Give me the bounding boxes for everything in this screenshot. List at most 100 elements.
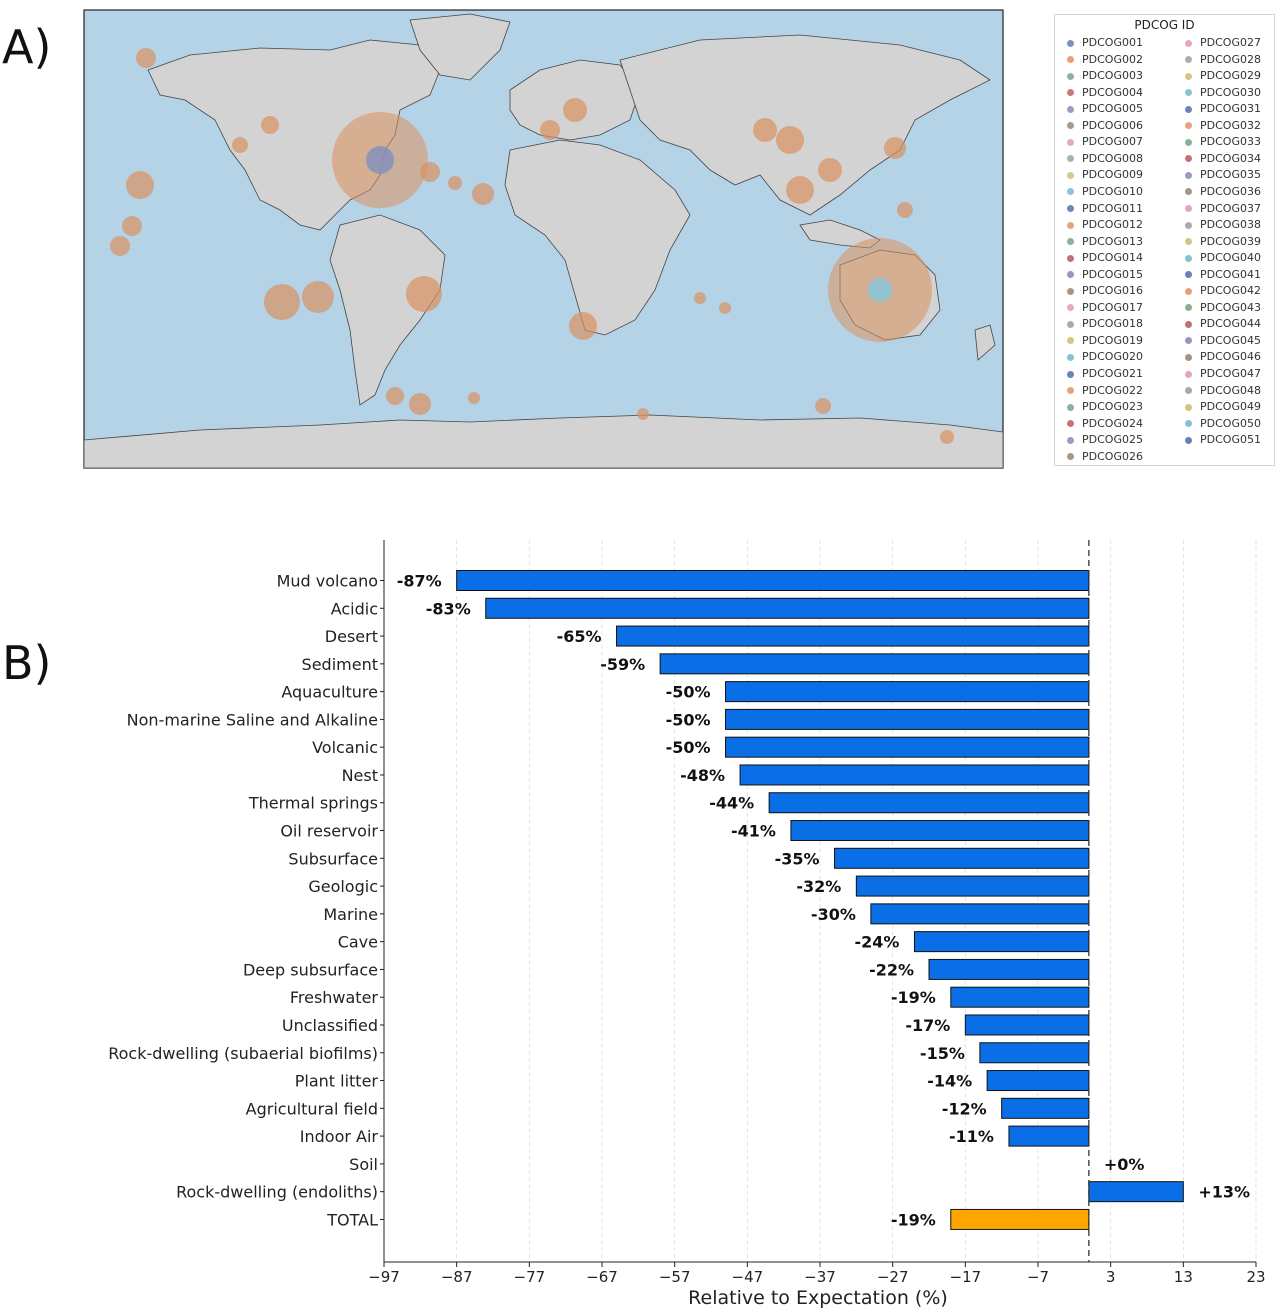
legend-item: PDCOG020 bbox=[1067, 350, 1143, 364]
data-label: -65% bbox=[557, 627, 602, 646]
legend-item: PDCOG027 bbox=[1185, 36, 1261, 50]
legend-marker bbox=[1067, 436, 1074, 444]
data-label: -44% bbox=[709, 794, 754, 813]
legend-marker bbox=[1185, 320, 1192, 328]
legend-label: PDCOG022 bbox=[1082, 383, 1143, 397]
legend-marker bbox=[1185, 188, 1192, 196]
data-label: -15% bbox=[920, 1044, 965, 1063]
legend-marker bbox=[1185, 287, 1192, 295]
legend-label: PDCOG041 bbox=[1200, 267, 1261, 281]
legend-item: PDCOG051 bbox=[1185, 433, 1261, 447]
legend-label: PDCOG008 bbox=[1082, 151, 1143, 165]
legend-marker bbox=[1185, 254, 1192, 262]
x-tick-label: −47 bbox=[732, 1268, 764, 1286]
legend-marker bbox=[1067, 420, 1074, 428]
legend-label: PDCOG003 bbox=[1082, 69, 1143, 83]
x-tick-label: 13 bbox=[1174, 1268, 1193, 1286]
category-label: Geologic bbox=[308, 877, 378, 896]
legend-item: PDCOG003 bbox=[1067, 69, 1143, 83]
legend-marker bbox=[1185, 436, 1192, 444]
legend-item: PDCOG032 bbox=[1185, 119, 1261, 133]
legend-marker bbox=[1185, 205, 1192, 212]
category-label: Indoor Air bbox=[300, 1127, 379, 1146]
landmass-antarctica bbox=[84, 414, 1003, 468]
data-label: -19% bbox=[891, 1210, 936, 1229]
legend-marker bbox=[1067, 320, 1074, 328]
bar bbox=[1088, 1181, 1184, 1203]
legend-label: PDCOG005 bbox=[1082, 102, 1143, 116]
legend-marker bbox=[1067, 89, 1074, 97]
x-tick-label: −27 bbox=[877, 1268, 909, 1286]
bar bbox=[616, 625, 1090, 647]
legend-marker bbox=[1067, 188, 1074, 196]
category-label: Nest bbox=[342, 766, 378, 785]
legend-marker bbox=[1067, 304, 1074, 312]
legend-label: PDCOG002 bbox=[1082, 52, 1143, 66]
bar bbox=[950, 1208, 1090, 1230]
legend-marker bbox=[1185, 56, 1192, 64]
legend-label: PDCOG030 bbox=[1200, 85, 1261, 99]
x-tick-label: −37 bbox=[804, 1268, 836, 1286]
x-tick-label: −97 bbox=[368, 1268, 400, 1286]
legend-label: PDCOG027 bbox=[1200, 36, 1261, 49]
landmass-africa bbox=[504, 139, 691, 336]
legend-item: PDCOG014 bbox=[1067, 251, 1143, 265]
legend-marker bbox=[1185, 353, 1192, 361]
legend-item: PDCOG034 bbox=[1185, 152, 1261, 166]
bar bbox=[950, 986, 1090, 1008]
legend-label: PDCOG013 bbox=[1082, 234, 1143, 248]
legend-label: PDCOG017 bbox=[1082, 300, 1143, 314]
legend-item: PDCOG010 bbox=[1067, 185, 1143, 199]
legend-label: PDCOG028 bbox=[1200, 52, 1261, 66]
bar bbox=[913, 931, 1090, 953]
legend-marker bbox=[1067, 155, 1074, 163]
legend-marker bbox=[1185, 105, 1192, 113]
legend-marker bbox=[1185, 337, 1192, 345]
category-label: Cave bbox=[338, 933, 378, 952]
legend-item: PDCOG022 bbox=[1067, 384, 1143, 398]
category-label: Non-marine Saline and Alkaline bbox=[127, 710, 378, 729]
legend-label: PDCOG018 bbox=[1082, 317, 1143, 331]
legend-label: PDCOG021 bbox=[1082, 367, 1143, 380]
legend-item: PDCOG024 bbox=[1067, 417, 1143, 431]
x-axis-label: Relative to Expectation (%) bbox=[688, 1287, 948, 1309]
legend-item: PDCOG042 bbox=[1185, 284, 1261, 298]
legend-item: PDCOG050 bbox=[1185, 417, 1261, 431]
legend-item: PDCOG038 bbox=[1185, 218, 1261, 232]
legend-item: PDCOG029 bbox=[1185, 69, 1261, 83]
legend-item: PDCOG021 bbox=[1067, 367, 1143, 381]
category-label: Subsurface bbox=[288, 849, 378, 868]
x-tick-label: 23 bbox=[1246, 1268, 1265, 1286]
panel-label-b: B) bbox=[2, 636, 52, 690]
data-label: -30% bbox=[811, 905, 856, 924]
category-label: Soil bbox=[349, 1155, 378, 1174]
legend-marker bbox=[1067, 271, 1074, 279]
legend-marker bbox=[1067, 370, 1074, 378]
legend-marker bbox=[1185, 403, 1192, 411]
bar bbox=[790, 820, 1090, 842]
landmass-south-america bbox=[329, 214, 446, 406]
landmass-greenland bbox=[409, 13, 511, 81]
legend-item: PDCOG033 bbox=[1185, 135, 1261, 149]
legend-item: PDCOG043 bbox=[1185, 301, 1261, 315]
bar bbox=[1001, 1097, 1090, 1119]
legend-marker bbox=[1067, 238, 1074, 246]
data-label: -17% bbox=[905, 1016, 950, 1035]
data-label: +0% bbox=[1104, 1155, 1145, 1174]
data-label: -50% bbox=[666, 738, 711, 757]
legend-marker bbox=[1067, 403, 1074, 411]
legend-item: PDCOG025 bbox=[1067, 433, 1143, 447]
landmass-new-zealand bbox=[974, 324, 996, 361]
legend-label: PDCOG032 bbox=[1200, 118, 1261, 132]
data-label: -87% bbox=[397, 572, 442, 591]
data-label: -24% bbox=[855, 933, 900, 952]
legend-marker bbox=[1185, 138, 1192, 146]
bar bbox=[739, 764, 1090, 786]
bar bbox=[1008, 1125, 1090, 1147]
map-legend: PDCOG ID PDCOG001 PDCOG002 PDCOG003 PDCOG00… bbox=[1054, 14, 1275, 466]
data-label: -50% bbox=[666, 683, 711, 702]
data-label: +13% bbox=[1198, 1183, 1250, 1202]
legend-label: PDCOG024 bbox=[1082, 416, 1143, 430]
legend-label: PDCOG033 bbox=[1200, 135, 1261, 149]
category-label: Mud volcano bbox=[277, 572, 378, 591]
